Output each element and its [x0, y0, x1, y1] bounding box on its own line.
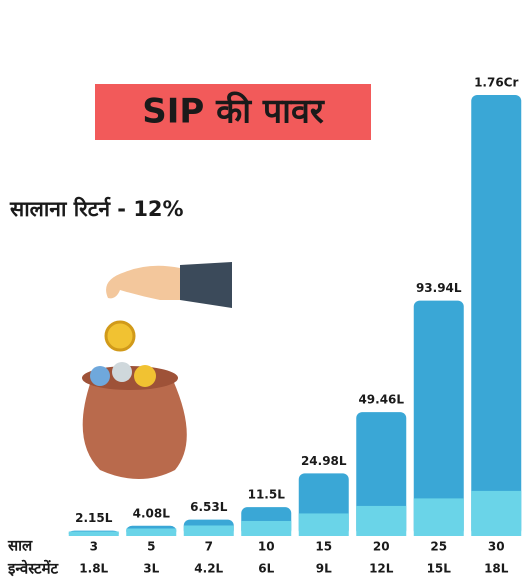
- bar: [241, 520, 292, 536]
- chart-title: SIP की पावर: [142, 91, 325, 132]
- investment-label: 3L: [143, 562, 159, 576]
- bar: [471, 95, 522, 536]
- value-label: 93.94L: [416, 281, 462, 295]
- x-tick-label: 30: [488, 540, 505, 554]
- value-label: 1.76Cr: [474, 76, 518, 90]
- x-tick-label: 5: [147, 540, 155, 554]
- bar: [126, 528, 177, 536]
- value-label: 4.08L: [133, 506, 171, 520]
- value-label: 49.46L: [358, 393, 404, 407]
- x-tick-label: 7: [205, 540, 213, 554]
- x-tick-label: 25: [430, 540, 447, 554]
- investment-label: 4.2L: [194, 562, 223, 576]
- title-box: [95, 84, 371, 140]
- illustration: [82, 262, 232, 479]
- bar: [298, 513, 349, 536]
- investment-label: 6L: [258, 562, 274, 576]
- investment-label: 15L: [427, 562, 452, 576]
- bar: [356, 505, 407, 536]
- x-tick-label: 10: [258, 540, 275, 554]
- bar: [413, 498, 464, 536]
- bar: [68, 531, 119, 536]
- row-label: इन्वेस्टमेंट: [7, 560, 60, 578]
- subtitle: सालाना रिटर्न - 12%: [9, 196, 184, 221]
- investment-label: 1.8L: [79, 562, 108, 576]
- bar: [356, 412, 407, 536]
- value-label: 2.15L: [75, 511, 113, 525]
- bar: [183, 525, 234, 536]
- value-label: 6.53L: [190, 500, 228, 514]
- bar: [471, 490, 522, 536]
- investment-label: 9L: [316, 562, 332, 576]
- x-tick-label: 20: [373, 540, 390, 554]
- x-tick-label: 15: [315, 540, 332, 554]
- value-label: 24.98L: [301, 454, 347, 468]
- investment-label: 18L: [484, 562, 509, 576]
- value-label: 11.5L: [248, 488, 286, 502]
- investment-label: 12L: [369, 562, 394, 576]
- bar: [413, 300, 464, 536]
- x-tick-label: 3: [90, 540, 98, 554]
- row-label: साल: [7, 537, 33, 555]
